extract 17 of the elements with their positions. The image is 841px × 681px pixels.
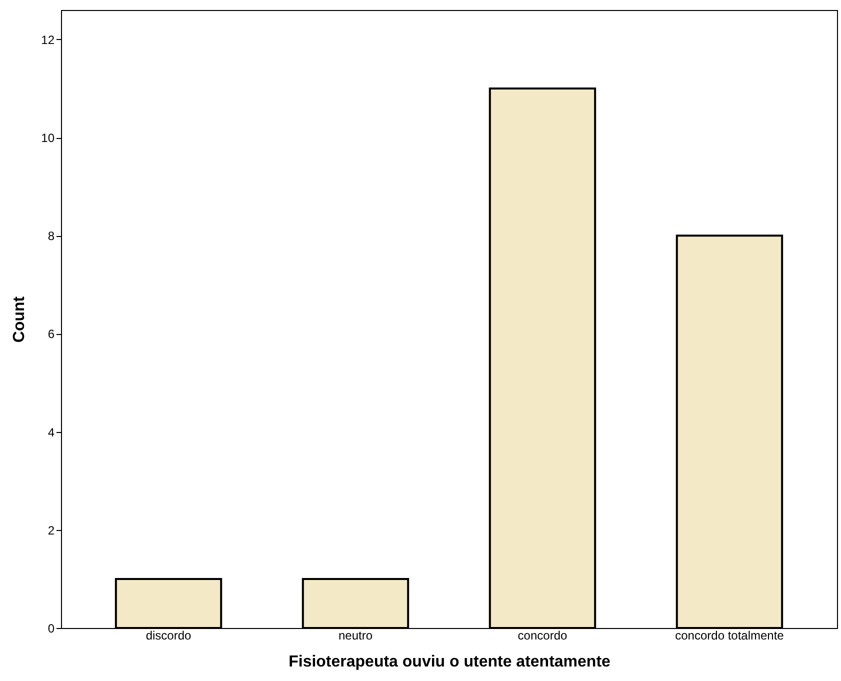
y-tick-label: 0	[48, 622, 55, 636]
bar	[676, 234, 784, 629]
y-tick-label: 12	[41, 32, 55, 47]
y-tick-label: 4	[48, 425, 55, 440]
x-tick-label: neutro	[338, 628, 373, 642]
x-axis-title: Fisioterapeuta ouviu o utente atentamente	[288, 654, 611, 670]
bar	[488, 87, 596, 629]
x-tick-label: concordo totalmente	[675, 628, 784, 642]
bar	[114, 578, 222, 629]
y-tick-label: 8	[48, 229, 55, 244]
y-tick-label: 2	[48, 523, 55, 538]
y-axis-title: Count	[11, 296, 28, 343]
y-tick-label: 10	[41, 131, 55, 146]
bar	[302, 578, 410, 629]
x-tick-label: discordo	[146, 628, 192, 642]
y-tick-label: 6	[48, 327, 55, 342]
x-tick-label: concordo	[518, 628, 568, 642]
